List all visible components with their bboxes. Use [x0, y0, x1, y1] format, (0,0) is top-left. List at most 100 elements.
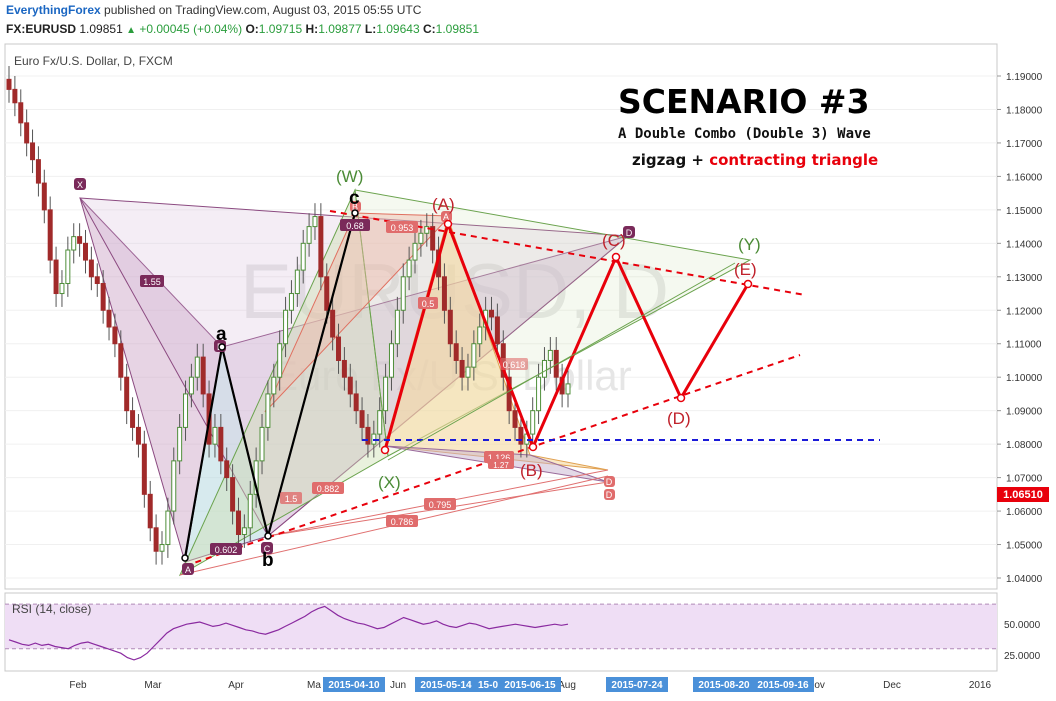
candle-body[interactable]: [324, 276, 330, 311]
wave-point-e[interactable]: [743, 279, 753, 289]
candle-body[interactable]: [53, 259, 59, 295]
candle-body[interactable]: [59, 282, 65, 295]
candle-body[interactable]: [159, 544, 165, 552]
candle-body[interactable]: [388, 343, 394, 378]
candle-body[interactable]: [418, 232, 424, 244]
wave-point-c[interactable]: [611, 252, 621, 262]
candle-body[interactable]: [147, 493, 153, 529]
candle-body[interactable]: [430, 226, 436, 251]
candle-body[interactable]: [183, 393, 189, 428]
candle-body[interactable]: [171, 460, 177, 512]
candle-body[interactable]: [188, 376, 194, 395]
price-axis[interactable]: 1.19000 1.18000 1.17000 1.16000 1.15000 1.140…: [997, 72, 1043, 585]
candle-body[interactable]: [294, 269, 300, 295]
candle-body[interactable]: [18, 102, 24, 124]
candle-body[interactable]: [489, 309, 495, 318]
candle-body[interactable]: [200, 356, 206, 395]
candle-body[interactable]: [153, 527, 159, 552]
candle-body[interactable]: [512, 410, 518, 428]
candle-body[interactable]: [347, 376, 353, 395]
wave-point-b[interactable]: [528, 442, 538, 452]
candle-body[interactable]: [518, 426, 524, 445]
candle-body[interactable]: [565, 383, 571, 395]
candle-body[interactable]: [165, 510, 171, 546]
candle-body[interactable]: [465, 366, 471, 378]
candle-body[interactable]: [277, 343, 283, 378]
candle-body[interactable]: [230, 477, 236, 512]
candle-body[interactable]: [35, 159, 41, 184]
candle-body[interactable]: [41, 182, 47, 211]
wave-point-small-a-start[interactable]: [181, 554, 189, 562]
candle-body[interactable]: [94, 276, 100, 284]
candle-body[interactable]: [300, 242, 306, 271]
candle-body[interactable]: [141, 443, 147, 495]
candle-body[interactable]: [447, 309, 453, 345]
candle-body[interactable]: [71, 236, 77, 251]
time-axis[interactable]: Feb Mar Apr Ma Jun Aug Nov Dec 2016 2015-04-10 201…: [5, 675, 997, 695]
candle-body[interactable]: [536, 376, 542, 412]
candle-body[interactable]: [383, 376, 389, 412]
triangle-lower-trendline[interactable]: [184, 354, 801, 567]
candle-body[interactable]: [194, 356, 200, 378]
candle-body[interactable]: [77, 236, 83, 244]
candle-body[interactable]: [218, 426, 224, 462]
candle-body[interactable]: [106, 309, 112, 328]
candle-body[interactable]: [424, 226, 430, 234]
candle-body[interactable]: [12, 88, 18, 104]
candle-body[interactable]: [341, 359, 347, 378]
candle-body[interactable]: [177, 426, 183, 462]
candle-body[interactable]: [412, 242, 418, 261]
candle-body[interactable]: [477, 326, 483, 345]
candle-body[interactable]: [441, 276, 447, 311]
candle-body[interactable]: [100, 282, 106, 311]
candle-body[interactable]: [235, 510, 241, 535]
candle-body[interactable]: [541, 359, 547, 378]
candle-body[interactable]: [318, 216, 324, 278]
wave-point-d[interactable]: [676, 393, 686, 403]
wave-point-small-c[interactable]: [351, 209, 359, 217]
candle-body[interactable]: [265, 393, 271, 428]
wave-point-x[interactable]: [380, 445, 390, 455]
candle-body[interactable]: [130, 410, 136, 428]
candle-body[interactable]: [6, 78, 12, 90]
candle-body[interactable]: [112, 326, 118, 345]
candle-body[interactable]: [65, 249, 71, 284]
candle-body[interactable]: [330, 309, 336, 338]
candle-body[interactable]: [118, 343, 124, 378]
candle-body[interactable]: [394, 309, 400, 345]
author-link[interactable]: EverythingForex: [6, 3, 101, 17]
red-zigzag-wave[interactable]: [383, 219, 750, 451]
candle-body[interactable]: [212, 426, 218, 445]
candle-body[interactable]: [247, 493, 253, 529]
candle-body[interactable]: [30, 142, 36, 161]
candle-body[interactable]: [82, 242, 88, 261]
candle-body[interactable]: [377, 410, 383, 435]
candle-body[interactable]: [400, 276, 406, 311]
candle-body[interactable]: [453, 343, 459, 361]
candle-body[interactable]: [336, 336, 342, 361]
green-channel-line[interactable]: [387, 262, 736, 461]
candle-body[interactable]: [24, 122, 30, 144]
candle-body[interactable]: [365, 426, 371, 445]
candle-body[interactable]: [353, 393, 359, 412]
wave-point-a[interactable]: [443, 219, 453, 229]
candle-body[interactable]: [359, 410, 365, 428]
price-pane[interactable]: [4, 43, 998, 590]
candle-body[interactable]: [271, 376, 277, 395]
candle-body[interactable]: [47, 209, 53, 261]
candle-body[interactable]: [459, 359, 465, 378]
candle-body[interactable]: [530, 410, 536, 435]
rsi-line[interactable]: [8, 605, 569, 661]
symbol-name[interactable]: FX:EURUSD: [6, 22, 77, 36]
candle-body[interactable]: [135, 426, 141, 445]
black-abc-wave[interactable]: [183, 212, 357, 559]
candle-body[interactable]: [312, 216, 318, 228]
candle-body[interactable]: [506, 376, 512, 412]
candle-body[interactable]: [241, 527, 247, 535]
candle-body[interactable]: [547, 349, 553, 361]
wave-point-small-a[interactable]: [218, 343, 226, 351]
candle-body[interactable]: [288, 293, 294, 311]
wave-point-small-b[interactable]: [264, 532, 272, 540]
candle-body[interactable]: [471, 343, 477, 368]
